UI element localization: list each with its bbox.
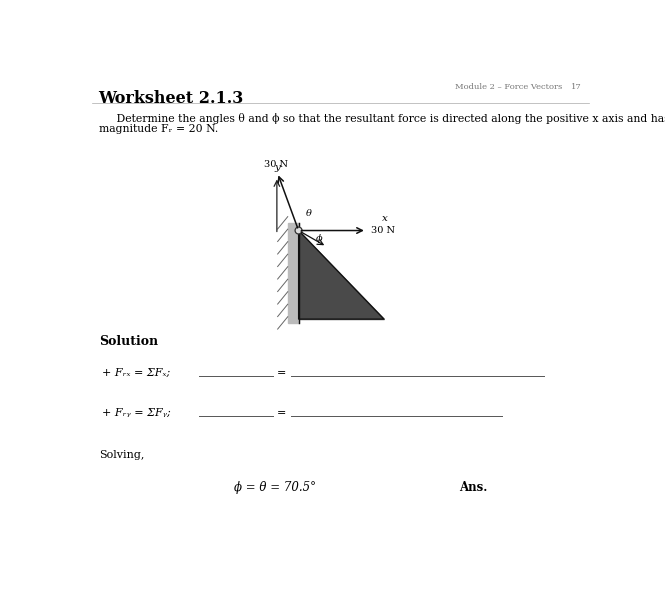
Text: + Fᵣₓ = ΣFₓ;: + Fᵣₓ = ΣFₓ; [102,368,171,378]
Text: =: = [277,408,286,417]
Text: + Fᵣᵧ = ΣFᵧ;: + Fᵣᵧ = ΣFᵧ; [102,408,172,417]
Bar [288,223,299,323]
Text: =: = [277,368,286,378]
Text: Worksheet 2.1.3: Worksheet 2.1.3 [98,91,244,107]
Text: ϕ: ϕ [316,234,323,244]
Polygon shape [299,231,384,319]
Circle shape [295,227,302,234]
Text: Solution: Solution [98,335,158,348]
Text: Module 2 – Force Vectors: Module 2 – Force Vectors [455,83,563,91]
Text: 30 N: 30 N [264,160,288,169]
Text: θ: θ [305,209,311,218]
Text: ϕ = θ = 70.5°: ϕ = θ = 70.5° [234,481,317,494]
Text: y: y [274,163,280,172]
Text: 30 N: 30 N [372,226,396,235]
Text: Determine the angles θ and ϕ so that the resultant force is directed along the p: Determine the angles θ and ϕ so that the… [98,113,665,124]
Text: magnitude Fᵣ = 20 N.: magnitude Fᵣ = 20 N. [98,124,218,134]
Text: x: x [382,214,388,223]
Text: 17: 17 [571,83,582,91]
Text: Ans.: Ans. [459,481,487,494]
Text: Solving,: Solving, [98,450,144,460]
